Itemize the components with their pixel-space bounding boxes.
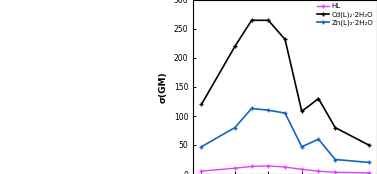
Zn(L)₂·2H₂O (249, 107, 254, 109)
HL (299, 168, 304, 170)
Zn(L)₂·2H₂O (316, 138, 321, 140)
HL (199, 170, 204, 172)
Cd(L)₂·2H₂O (333, 126, 337, 129)
Zn(L)₂·2H₂O (299, 146, 304, 148)
Legend: HL, Cd(L)₂·2H₂O, Zn(L)₂·2H₂O: HL, Cd(L)₂·2H₂O, Zn(L)₂·2H₂O (315, 2, 375, 27)
Cd(L)₂·2H₂O (299, 110, 304, 112)
HL (333, 171, 337, 173)
Cd(L)₂·2H₂O (316, 98, 321, 100)
HL (366, 172, 371, 174)
Cd(L)₂·2H₂O (266, 19, 271, 21)
Line: HL: HL (199, 164, 371, 174)
Zn(L)₂·2H₂O (233, 126, 237, 129)
Cd(L)₂·2H₂O (249, 19, 254, 21)
Cd(L)₂·2H₂O (366, 144, 371, 146)
Zn(L)₂·2H₂O (333, 159, 337, 161)
Zn(L)₂·2H₂O (266, 109, 271, 111)
HL (233, 167, 237, 169)
HL (266, 165, 271, 167)
Line: Zn(L)₂·2H₂O: Zn(L)₂·2H₂O (199, 106, 371, 164)
HL (249, 165, 254, 168)
Cd(L)₂·2H₂O (283, 38, 287, 41)
Y-axis label: σ(GM): σ(GM) (159, 71, 168, 103)
HL (283, 166, 287, 168)
Cd(L)₂·2H₂O (199, 103, 204, 105)
Zn(L)₂·2H₂O (366, 161, 371, 163)
HL (316, 170, 321, 172)
Line: Cd(L)₂·2H₂O: Cd(L)₂·2H₂O (199, 18, 371, 147)
Zn(L)₂·2H₂O (199, 146, 204, 148)
Zn(L)₂·2H₂O (283, 112, 287, 114)
Cd(L)₂·2H₂O (233, 45, 237, 48)
